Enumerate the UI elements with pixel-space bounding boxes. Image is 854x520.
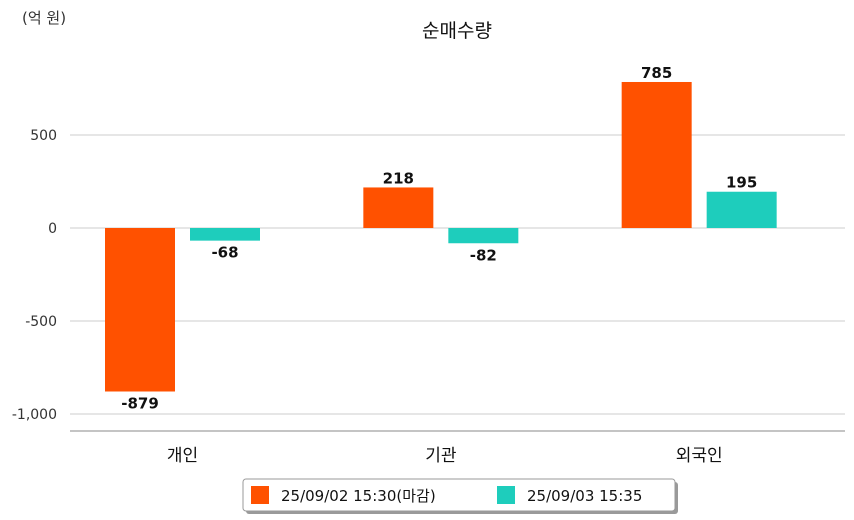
data-label: 195 bbox=[726, 174, 757, 192]
legend-swatch-series-2 bbox=[497, 486, 515, 504]
bar bbox=[363, 187, 434, 228]
unit-label: (억 원) bbox=[22, 9, 66, 27]
legend-label-series-1: 25/09/02 15:30(마감) bbox=[281, 487, 436, 505]
bars bbox=[105, 81, 777, 392]
data-label: -68 bbox=[211, 244, 238, 262]
data-label: 785 bbox=[641, 64, 672, 82]
data-label: 218 bbox=[383, 169, 414, 187]
bar bbox=[706, 191, 777, 228]
legend-label-series-2: 25/09/03 15:35 bbox=[527, 487, 642, 505]
category-label: 기관 bbox=[425, 446, 456, 466]
y-tick-label: 500 bbox=[30, 128, 57, 144]
legend: 25/09/02 15:30(마감) 25/09/03 15:35 bbox=[242, 478, 678, 514]
y-tick-label: -1,000 bbox=[12, 407, 57, 423]
y-tick-label: 0 bbox=[48, 221, 57, 237]
category-label: 외국인 bbox=[676, 446, 723, 466]
data-labels: -879 -68 218 -82 785 195 bbox=[121, 64, 757, 413]
y-axis-ticks: 500 0 -500 -1,000 bbox=[12, 128, 57, 423]
category-label: 개인 bbox=[167, 446, 198, 466]
chart-title: 순매수량 bbox=[422, 20, 492, 42]
y-tick-label: -500 bbox=[25, 314, 57, 330]
category-labels: 개인 기관 외국인 bbox=[167, 446, 723, 466]
bar bbox=[621, 81, 692, 229]
bar bbox=[448, 228, 519, 244]
data-label: -879 bbox=[121, 394, 159, 412]
bar bbox=[190, 228, 260, 241]
legend-box bbox=[242, 478, 676, 512]
bar bbox=[105, 228, 175, 392]
legend-swatch-series-1 bbox=[251, 486, 269, 504]
data-label: -82 bbox=[470, 246, 497, 264]
